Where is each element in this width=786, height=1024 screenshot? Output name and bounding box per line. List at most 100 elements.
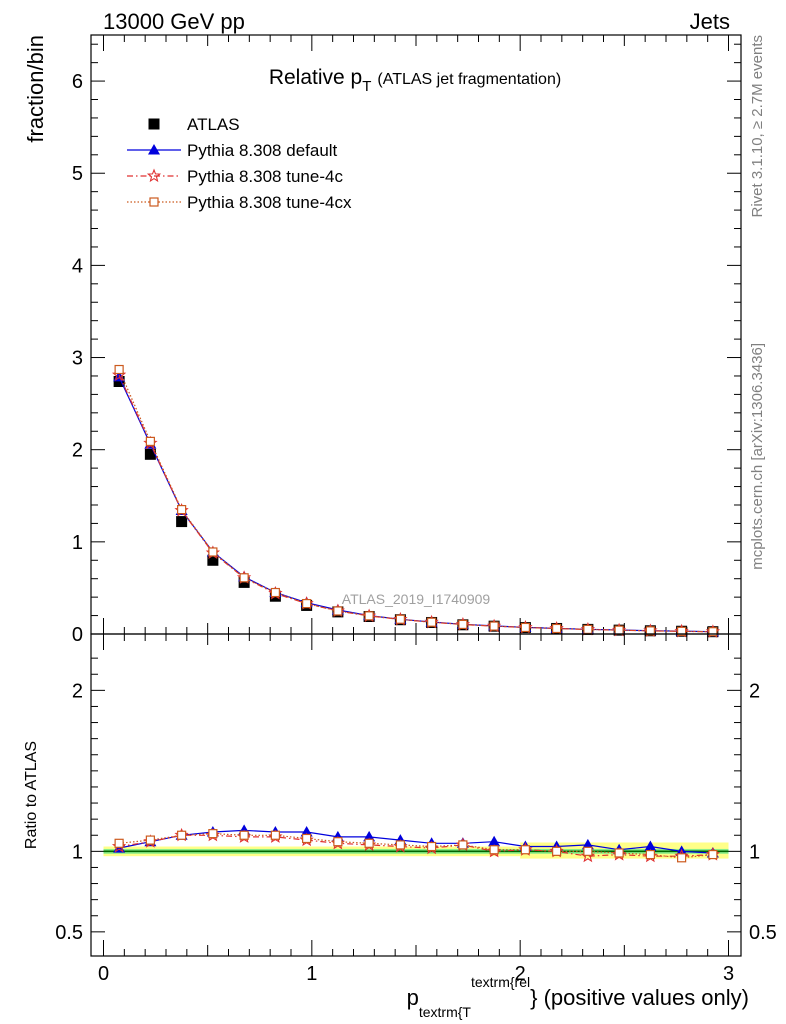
main-title-text: Relative p [269,66,362,89]
main-ytick-label: 2 [72,440,83,462]
legend-marker [148,144,160,155]
legend-label: Pythia 8.308 tune-4c [187,167,343,186]
data-point [208,547,218,557]
data-point [364,611,374,621]
ratio-ytick-label: 0.5 [55,922,83,944]
data-point [520,622,530,633]
x-axis-label-sub: textrm{T [419,1004,472,1020]
main-series-group [111,364,721,638]
data-point [145,436,155,446]
header-right: Jets [690,9,730,34]
data-point [552,623,562,634]
x-tick-label: 3 [723,963,734,985]
ratio-data-point [488,835,501,847]
data-point [144,448,156,460]
data-point [302,598,312,609]
ratio-data-point [458,840,468,850]
data-point [458,619,468,630]
ratio-data-point [302,833,312,844]
data-point [114,364,124,375]
ratio-data-point [208,829,218,839]
main-ytick-label: 3 [72,348,83,370]
series-line [118,374,713,633]
x-tick-label: 0 [98,963,109,985]
ratio-data-point [114,838,124,848]
main-ytick-label: 4 [72,255,83,277]
rivet-version-label: Rivet 3.1.10, ≥ 2.7M events [749,35,766,218]
ratio-data-point [177,830,187,840]
data-point [176,516,188,528]
data-point [113,375,125,387]
watermark: ATLAS_2019_I1740909 [342,591,491,607]
ratio-axis-ticks: 0.5 0.5 1 1 2 2 0 1 2 3 [55,634,777,985]
main-title-suffix: (ATLAS jet fragmentation) [377,71,561,88]
data-point [583,624,593,634]
ratio-data-point [270,830,280,840]
ratio-plot: 0.5 0.5 1 1 2 2 0 1 2 3 Ratio to ATLAS ptextrm{T t… [23,633,777,1020]
ratio-data-point [489,845,499,855]
legend: ATLAS Pythia 8.308 default Pythia 8.308 tu… [127,115,352,212]
data-point [238,576,250,588]
data-point [677,626,687,636]
ratio-data-point [395,840,405,850]
ratio-ytick-label: 2 [72,680,83,702]
ratio-data-point [645,849,655,860]
ratio-ylabel: Ratio to ATLAS [23,741,40,849]
data-point [645,626,655,636]
main-title: Relative pT (ATLAS jet fragmentation) [269,66,561,95]
legend-marker [146,168,162,183]
x-axis-label-main: p [407,985,419,1010]
ratio-data-point [552,846,562,856]
x-axis-label-sup: textrm{rel [471,974,530,990]
ratio-data-point [677,853,687,863]
legend-label: Pythia 8.308 default [187,141,338,160]
series-line [118,369,713,633]
main-axis-ticks: 0 1 2 3 4 5 6 [72,35,741,646]
header-left: 13000 GeV pp [103,9,245,34]
main-ytick-label: 1 [72,532,83,554]
legend-marker [149,197,159,207]
ratio-series-line [118,829,713,854]
ratio-data-point [614,848,624,858]
ratio-data-point [708,849,718,860]
data-point [427,617,437,627]
ratio-data-point [644,840,657,852]
data-point [614,625,624,635]
ratio-data-point [333,837,343,847]
main-ylabel: fraction/bin [23,35,48,143]
ratio-data-point [427,841,437,852]
data-point [207,554,219,566]
ratio-ytick-label-right: 2 [749,680,760,702]
data-point [177,504,187,515]
ratio-series-line [119,832,713,859]
main-title-sub: T [362,78,371,95]
x-tick-label: 2 [515,963,526,985]
data-point [395,614,405,624]
ratio-data-point [520,845,530,855]
ratio-series-group [103,824,729,863]
main-plot: 0 1 2 3 4 5 6 Relative pT (ATLAS jet fragmentat… [23,34,742,646]
ratio-data-point [583,846,593,856]
main-ytick-label: 0 [72,624,83,646]
ratio-series-line [119,834,713,857]
ratio-ytick-label-right: 0.5 [749,922,777,944]
x-tick-label: 1 [306,963,317,985]
data-point [239,573,249,583]
ratio-plot-frame [90,633,742,957]
data-point [708,627,718,637]
source-label: mcplots.cern.ch [arXiv:1306.3436] [749,343,766,570]
ratio-data-point [239,830,249,840]
ratio-ytick-label: 1 [72,841,83,863]
legend-label: ATLAS [187,115,240,134]
x-axis-label-suffix: } (positive values only) [530,985,749,1010]
x-axis-label: ptextrm{T textrm{rel} (positive values on… [407,974,749,1020]
ratio-data-point [364,838,374,848]
legend-label: Pythia 8.308 tune-4cx [187,193,352,212]
data-point [270,587,280,598]
legend-marker [148,118,160,130]
main-ytick-label: 6 [72,71,83,93]
ratio-ytick-label-right: 1 [749,841,760,863]
ratio-data-point [145,835,155,845]
data-point [333,606,343,616]
